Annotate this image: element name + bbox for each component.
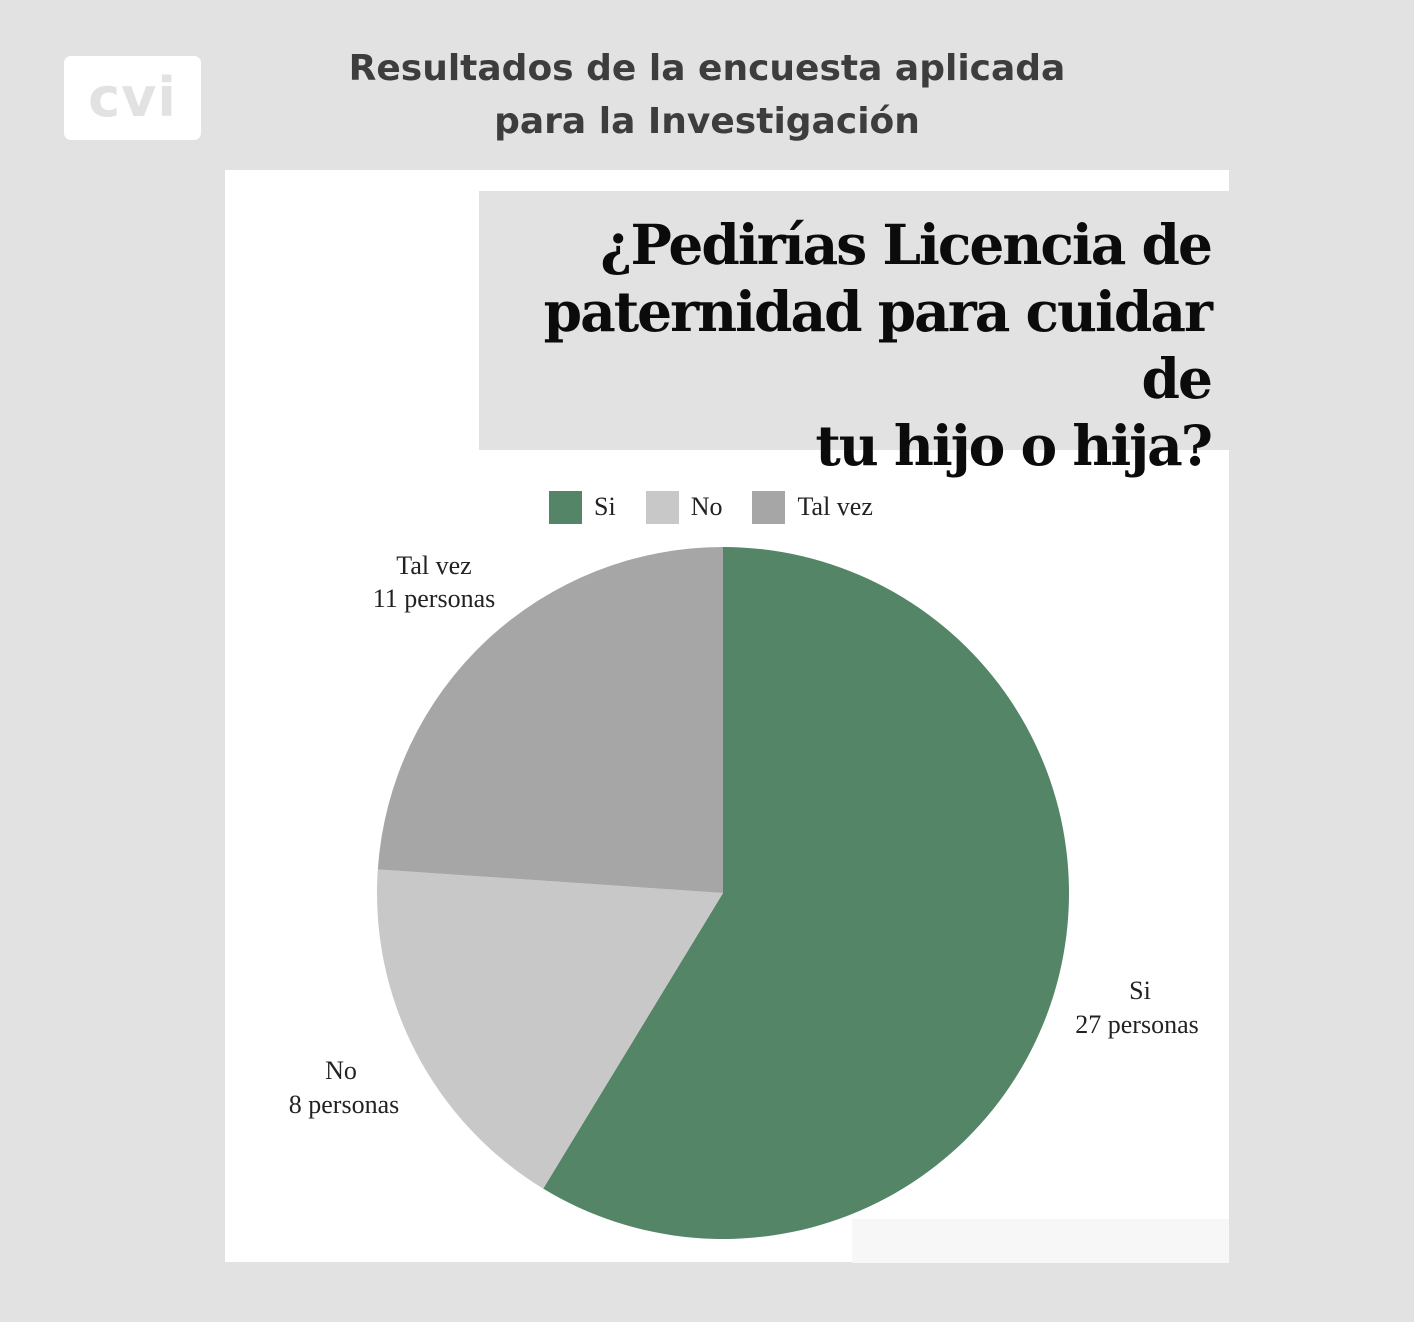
legend-label-si: Si [594, 492, 616, 521]
slice-label-si-value: 27 personas [1075, 1010, 1198, 1039]
slice-label-tal-vez-value: 11 personas [373, 584, 496, 613]
header-line-1: Resultados de la encuesta aplicada [348, 48, 1066, 89]
cvi-logo: cvi [64, 56, 201, 140]
page-header: Resultados de la encuesta aplicada para … [300, 42, 1114, 148]
question-line-1: ¿Pedirías Licencia de [600, 212, 1213, 277]
question-line-3: tu hijo o hija? [815, 413, 1213, 478]
chart-question-title: ¿Pedirías Licencia de paternidad para cu… [479, 191, 1229, 478]
legend-swatch-tal-vez [752, 490, 786, 524]
slice-label-tal-vez-name: Tal vez [396, 551, 471, 580]
legend-label-tal-vez: Tal vez [797, 492, 873, 521]
slice-label-no-name: No [325, 1056, 357, 1085]
legend-label-no: No [690, 492, 723, 521]
legend-swatch-no [645, 490, 679, 524]
pie-slice-si [543, 547, 1069, 1239]
legend-item-si: Si [549, 490, 616, 524]
legend-item-no: No [645, 490, 723, 524]
chart-legend: Si No Tal vez [549, 490, 903, 524]
legend-swatch-si [549, 490, 582, 524]
card-bottom-strip [852, 1219, 1229, 1263]
pie-slice-no [377, 869, 723, 1189]
pie-slice-tal-vez [377, 547, 723, 893]
legend-item-tal-vez: Tal vez [752, 490, 873, 524]
header-line-2: para la Investigación [494, 101, 920, 142]
slice-label-no-value: 8 personas [289, 1090, 399, 1119]
logo-text: cvi [88, 66, 177, 129]
question-line-2: paternidad para cuidar de [543, 279, 1213, 411]
slice-label-si-name: Si [1129, 976, 1151, 1005]
